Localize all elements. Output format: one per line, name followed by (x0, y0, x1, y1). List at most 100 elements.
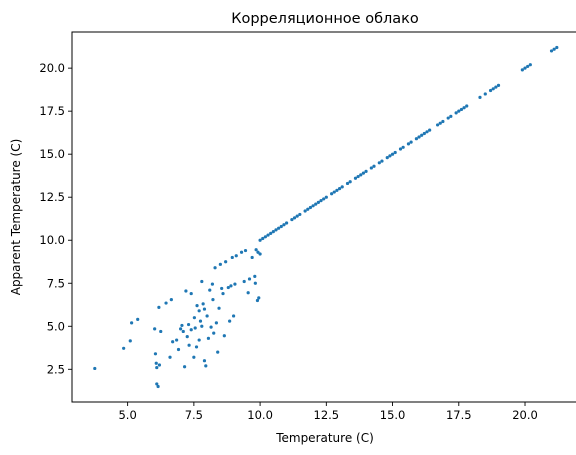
data-point-119 (380, 159, 384, 163)
data-point-143 (465, 104, 469, 108)
data-point-131 (422, 131, 426, 136)
data-point-16 (169, 298, 173, 302)
y-tick-label: 2.5 (47, 362, 65, 376)
x-tick-label: 10.0 (247, 408, 273, 422)
data-point-65 (233, 282, 237, 286)
data-point-98 (311, 204, 315, 208)
data-point-118 (377, 161, 381, 165)
data-point-41 (202, 359, 207, 363)
data-point-114 (361, 171, 366, 175)
data-point-51 (213, 266, 217, 270)
data-point-66 (234, 254, 238, 258)
data-point-28 (189, 328, 193, 332)
data-point-75 (254, 248, 258, 252)
data-point-57 (221, 291, 225, 296)
data-point-102 (322, 197, 326, 201)
data-point-79 (258, 252, 262, 256)
x-tick-label: 7.5 (185, 408, 203, 422)
data-point-7 (154, 361, 158, 365)
data-points (93, 45, 559, 389)
data-point-53 (216, 350, 220, 354)
y-axis-ticks: 2.5 5.0 7.5 10.0 12.5 15.0 17.5 20.0 (39, 61, 72, 376)
data-point-21 (180, 323, 184, 328)
data-point-89 (282, 223, 286, 227)
data-point-138 (449, 114, 453, 118)
data-point-124 (398, 147, 403, 151)
data-point-64 (232, 314, 236, 318)
data-point-37 (198, 319, 203, 323)
data-point-85 (271, 230, 275, 234)
data-point-121 (388, 154, 392, 158)
data-point-78 (257, 296, 261, 300)
data-point-86 (274, 228, 278, 232)
data-point-61 (228, 319, 232, 323)
x-tick-label: 15.0 (380, 408, 406, 422)
data-point-123 (393, 150, 397, 155)
data-point-17 (171, 340, 175, 344)
data-point-137 (446, 116, 450, 120)
data-point-144 (478, 95, 482, 99)
data-point-38 (200, 279, 204, 284)
data-point-83 (266, 233, 270, 237)
data-point-36 (197, 338, 201, 342)
data-point-6 (153, 352, 158, 356)
data-point-1 (122, 346, 126, 350)
data-point-48 (210, 282, 215, 286)
data-point-130 (420, 133, 424, 137)
data-point-12 (157, 363, 162, 367)
data-point-13 (159, 329, 163, 334)
data-point-72 (250, 255, 254, 260)
data-point-67 (239, 250, 244, 254)
data-point-139 (454, 111, 458, 115)
data-point-42 (202, 307, 207, 311)
data-point-0 (93, 366, 97, 371)
data-point-32 (193, 326, 197, 330)
data-point-52 (214, 321, 218, 325)
data-point-40 (201, 302, 205, 306)
data-point-156 (555, 45, 559, 50)
data-point-50 (212, 331, 216, 335)
x-tick-label: 17.5 (446, 408, 472, 422)
data-point-151 (523, 66, 527, 70)
data-point-60 (226, 285, 230, 290)
data-point-147 (491, 87, 495, 91)
data-point-68 (242, 279, 246, 284)
data-point-99 (314, 202, 318, 206)
x-tick-label: 20.0 (512, 408, 538, 422)
data-point-140 (457, 109, 461, 113)
data-point-97 (308, 205, 313, 210)
data-point-81 (261, 236, 265, 241)
data-point-29 (189, 291, 193, 296)
data-point-56 (220, 286, 224, 291)
data-point-11 (157, 305, 161, 309)
data-point-14 (164, 301, 168, 305)
data-point-133 (428, 128, 432, 132)
data-point-8 (155, 365, 159, 370)
data-point-92 (292, 216, 297, 220)
data-point-25 (185, 335, 189, 339)
y-axis-label: Apparent Temperature (C) (9, 139, 23, 296)
data-point-142 (462, 106, 466, 110)
data-point-146 (488, 88, 493, 93)
data-point-100 (316, 200, 320, 204)
data-point-90 (284, 221, 289, 225)
y-tick-label: 17.5 (39, 104, 65, 118)
data-point-20 (179, 327, 183, 331)
data-point-10 (156, 384, 160, 389)
y-tick-label: 5.0 (47, 319, 65, 333)
data-point-58 (222, 334, 226, 338)
x-tick-label: 12.5 (314, 408, 340, 422)
data-point-129 (417, 135, 421, 139)
data-point-148 (494, 85, 498, 89)
data-point-116 (369, 166, 373, 170)
data-point-18 (175, 338, 179, 342)
data-point-27 (187, 343, 191, 347)
y-tick-label: 15.0 (39, 147, 65, 161)
data-point-153 (528, 63, 532, 67)
data-point-19 (176, 347, 181, 352)
data-point-135 (438, 121, 442, 125)
data-point-117 (372, 164, 376, 168)
data-point-154 (549, 49, 554, 53)
data-point-149 (496, 83, 501, 87)
